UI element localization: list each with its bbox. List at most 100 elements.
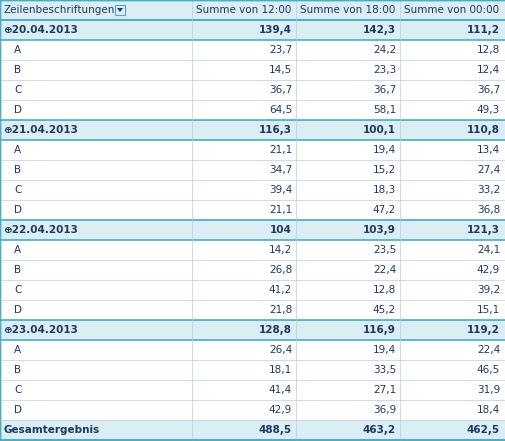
Bar <box>0 420 505 440</box>
Bar <box>0 80 505 100</box>
Text: 23,5: 23,5 <box>372 245 395 255</box>
Text: 39,2: 39,2 <box>476 285 499 295</box>
Text: B: B <box>14 265 21 275</box>
Text: 36,7: 36,7 <box>372 85 395 95</box>
Text: 64,5: 64,5 <box>268 105 291 115</box>
Text: 116,3: 116,3 <box>259 125 291 135</box>
Bar <box>0 200 505 220</box>
Bar <box>0 280 505 300</box>
Text: 42,9: 42,9 <box>476 265 499 275</box>
Text: 100,1: 100,1 <box>362 125 395 135</box>
Text: Zeilenbeschriftungen: Zeilenbeschriftungen <box>3 5 114 15</box>
Text: 110,8: 110,8 <box>466 125 499 135</box>
Text: 36,7: 36,7 <box>268 85 291 95</box>
Text: 19,4: 19,4 <box>372 345 395 355</box>
Text: 27,1: 27,1 <box>372 385 395 395</box>
Text: 24,1: 24,1 <box>476 245 499 255</box>
Bar <box>0 180 505 200</box>
Bar <box>0 380 505 400</box>
Text: 19,4: 19,4 <box>372 145 395 155</box>
Text: 23,3: 23,3 <box>372 65 395 75</box>
Text: A: A <box>14 245 21 255</box>
Text: 111,2: 111,2 <box>466 25 499 35</box>
Text: 18,4: 18,4 <box>476 405 499 415</box>
Text: 116,9: 116,9 <box>363 325 395 335</box>
Bar <box>0 400 505 420</box>
Text: 463,2: 463,2 <box>362 425 395 435</box>
Text: Gesamtergebnis: Gesamtergebnis <box>3 425 99 435</box>
Text: D: D <box>14 205 22 215</box>
Text: 128,8: 128,8 <box>259 325 291 335</box>
Text: 36,8: 36,8 <box>476 205 499 215</box>
Bar <box>0 60 505 80</box>
Text: 139,4: 139,4 <box>259 25 291 35</box>
Text: 21,8: 21,8 <box>268 305 291 315</box>
Text: 142,3: 142,3 <box>362 25 395 35</box>
Text: D: D <box>14 305 22 315</box>
Bar <box>0 340 505 360</box>
Text: 121,3: 121,3 <box>466 225 499 235</box>
Text: 22,4: 22,4 <box>476 345 499 355</box>
Text: 15,2: 15,2 <box>372 165 395 175</box>
Text: D: D <box>14 405 22 415</box>
Bar <box>0 300 505 320</box>
Text: D: D <box>14 105 22 115</box>
Text: 47,2: 47,2 <box>372 205 395 215</box>
Text: 26,4: 26,4 <box>268 345 291 355</box>
Text: B: B <box>14 165 21 175</box>
Bar <box>0 240 505 260</box>
Text: 39,4: 39,4 <box>268 185 291 195</box>
Text: Summe von 12:00: Summe von 12:00 <box>196 5 291 15</box>
Text: 18,1: 18,1 <box>268 365 291 375</box>
Text: 36,9: 36,9 <box>372 405 395 415</box>
Text: ⊕22.04.2013: ⊕22.04.2013 <box>3 225 78 235</box>
Text: 21,1: 21,1 <box>268 205 291 215</box>
Text: B: B <box>14 65 21 75</box>
Text: 45,2: 45,2 <box>372 305 395 315</box>
Text: ⊕23.04.2013: ⊕23.04.2013 <box>3 325 78 335</box>
Text: 33,2: 33,2 <box>476 185 499 195</box>
Text: 41,2: 41,2 <box>268 285 291 295</box>
Text: 41,4: 41,4 <box>268 385 291 395</box>
Text: 13,4: 13,4 <box>476 145 499 155</box>
Text: 104: 104 <box>270 225 291 235</box>
Text: 31,9: 31,9 <box>476 385 499 395</box>
Text: A: A <box>14 45 21 55</box>
Text: 12,8: 12,8 <box>476 45 499 55</box>
Text: 24,2: 24,2 <box>372 45 395 55</box>
Text: 34,7: 34,7 <box>268 165 291 175</box>
Text: 22,4: 22,4 <box>372 265 395 275</box>
Text: ⊕21.04.2013: ⊕21.04.2013 <box>3 125 78 135</box>
Text: 12,4: 12,4 <box>476 65 499 75</box>
Text: C: C <box>14 185 21 195</box>
Text: 23,7: 23,7 <box>268 45 291 55</box>
Text: 26,8: 26,8 <box>268 265 291 275</box>
Text: A: A <box>14 345 21 355</box>
Text: A: A <box>14 145 21 155</box>
Bar <box>0 0 505 20</box>
Text: 488,5: 488,5 <box>259 425 291 435</box>
Text: ⊕20.04.2013: ⊕20.04.2013 <box>3 25 78 35</box>
Bar <box>0 100 505 120</box>
Text: 103,9: 103,9 <box>363 225 395 235</box>
Bar <box>115 5 125 15</box>
Text: C: C <box>14 285 21 295</box>
Bar <box>0 360 505 380</box>
Text: 46,5: 46,5 <box>476 365 499 375</box>
Text: C: C <box>14 85 21 95</box>
Bar <box>0 140 505 160</box>
Text: 49,3: 49,3 <box>476 105 499 115</box>
Text: 42,9: 42,9 <box>268 405 291 415</box>
Bar <box>0 120 505 140</box>
Text: 462,5: 462,5 <box>466 425 499 435</box>
Text: 18,3: 18,3 <box>372 185 395 195</box>
Text: C: C <box>14 385 21 395</box>
Bar <box>0 20 505 40</box>
Text: 33,5: 33,5 <box>372 365 395 375</box>
Bar <box>0 220 505 240</box>
Text: 14,2: 14,2 <box>268 245 291 255</box>
Bar <box>0 260 505 280</box>
Bar <box>0 40 505 60</box>
Text: 119,2: 119,2 <box>466 325 499 335</box>
Text: 14,5: 14,5 <box>268 65 291 75</box>
